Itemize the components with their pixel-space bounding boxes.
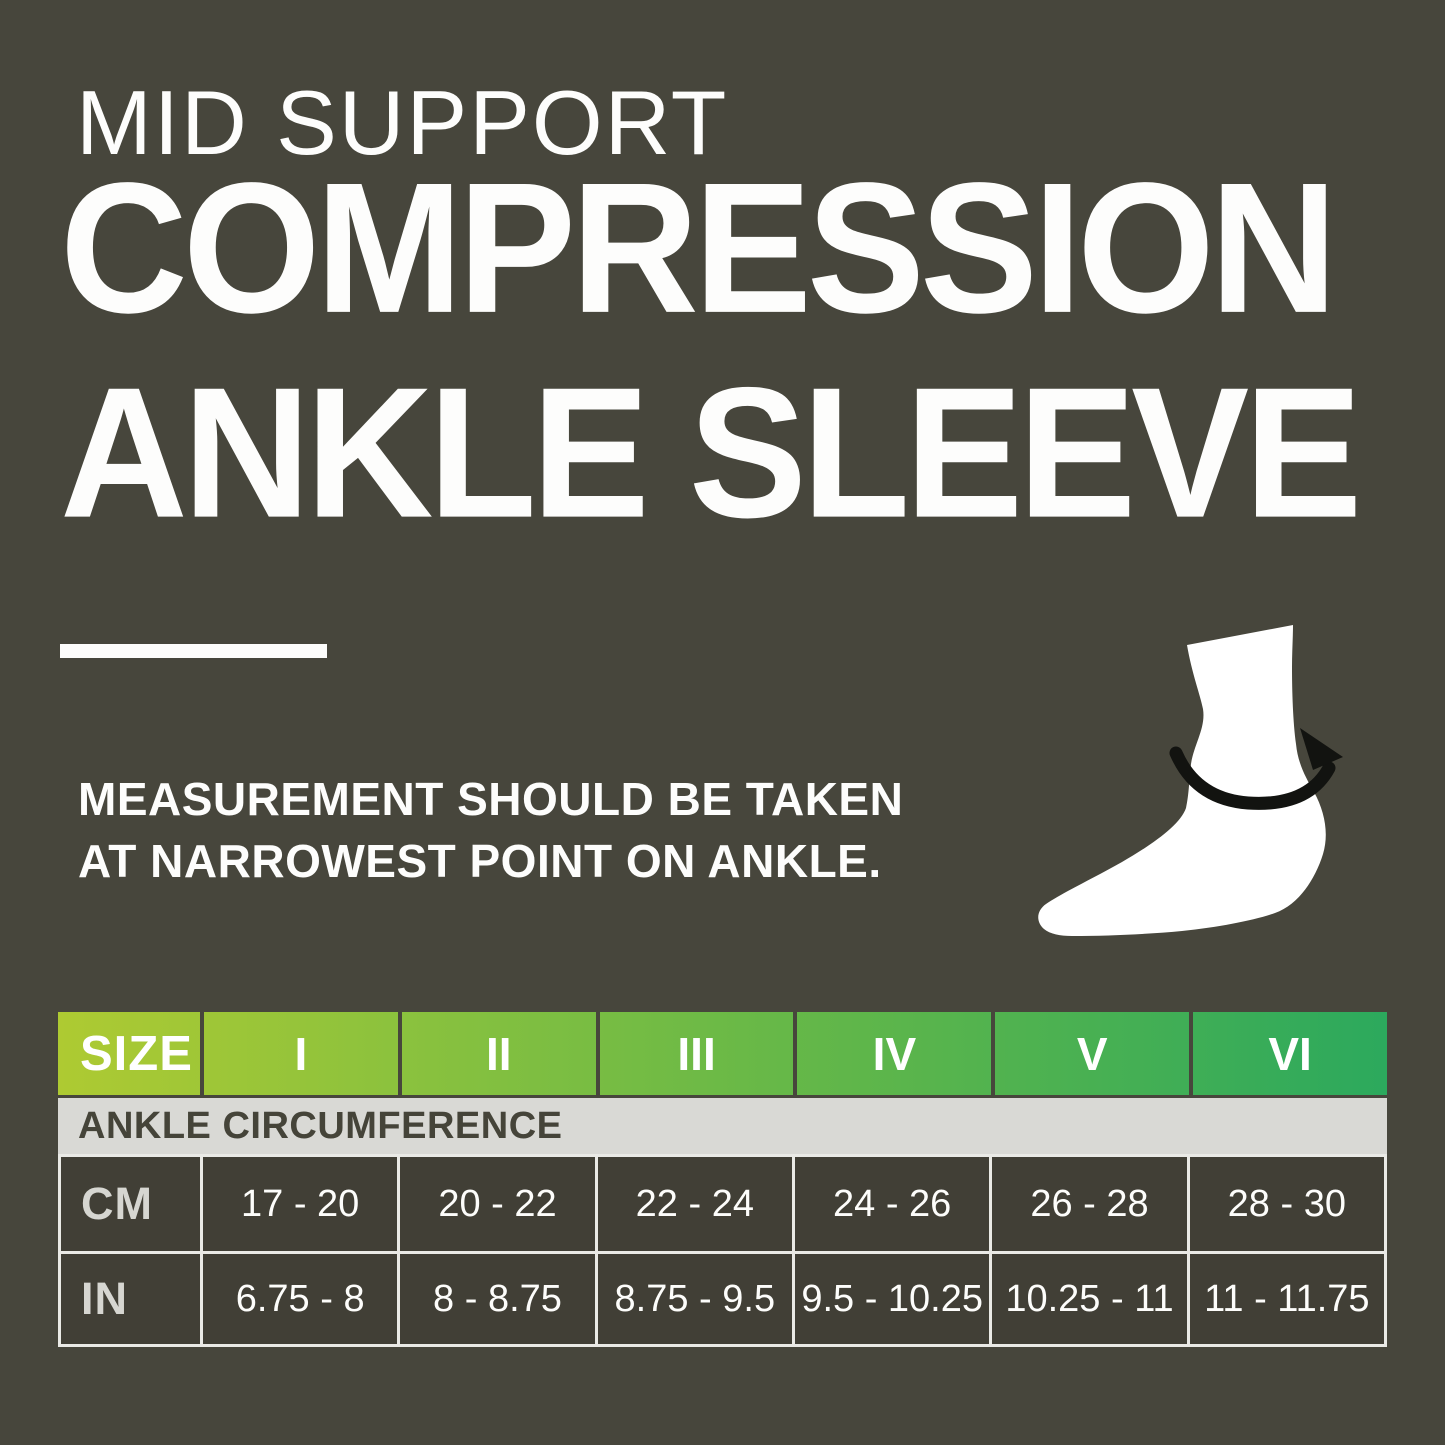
size-col-3: III: [595, 1012, 794, 1095]
title-line-2: ANKLE SLEEVE: [60, 348, 1362, 557]
divider-bar: [60, 644, 327, 658]
page-title: COMPRESSION ANKLE SLEEVE: [60, 143, 1362, 557]
size-col-2: II: [397, 1012, 596, 1095]
subtitle: MID SUPPORT: [76, 73, 729, 174]
size-col-1: I: [200, 1012, 398, 1095]
in-value-5: 10.25 - 11: [992, 1254, 1187, 1344]
measurement-note-line-1: MEASUREMENT SHOULD BE TAKEN: [78, 773, 904, 825]
cm-value-4: 24 - 26: [794, 1157, 990, 1251]
size-chart-values: CM 17 - 20 20 - 22 22 - 24 24 - 26 26 - …: [58, 1154, 1387, 1347]
foot-silhouette: [1038, 625, 1326, 936]
row-label-in: IN: [61, 1254, 200, 1344]
cm-value-6: 28 - 30: [1189, 1157, 1384, 1251]
measure-arrow-arc: [1169, 746, 1336, 810]
row-label-cm: CM: [61, 1157, 200, 1251]
size-col-6: VI: [1189, 1012, 1387, 1095]
size-header-cell: SIZE: [80, 1026, 193, 1081]
in-value-1: 6.75 - 8: [203, 1254, 398, 1344]
cm-value-2: 20 - 22: [400, 1157, 595, 1251]
foot-ankle-measure-icon: [1038, 625, 1343, 936]
cm-value-5: 26 - 28: [992, 1157, 1187, 1251]
cm-value-3: 22 - 24: [597, 1157, 792, 1251]
size-col-5: V: [991, 1012, 1189, 1095]
in-value-6: 11 - 11.75: [1189, 1254, 1384, 1344]
measurement-note-line-2: AT NARROWEST POINT ON ANKLE.: [78, 835, 882, 887]
size-chart-table: SIZE I II III IV V VI ANKLE CIRCUMFERENC…: [58, 1012, 1387, 1347]
cm-value-1: 17 - 20: [203, 1157, 398, 1251]
in-value-2: 8 - 8.75: [400, 1254, 595, 1344]
section-label: ANKLE CIRCUMFERENCE: [58, 1098, 1387, 1154]
title-line-1: COMPRESSION: [60, 143, 1338, 352]
measure-arrow-head: [1300, 728, 1343, 770]
size-col-4: IV: [793, 1012, 991, 1095]
in-value-3: 8.75 - 9.5: [597, 1254, 792, 1344]
in-value-4: 9.5 - 10.25: [794, 1254, 990, 1344]
size-chart-header-row: SIZE I II III IV V VI: [58, 1012, 1387, 1095]
measurement-note: MEASUREMENT SHOULD BE TAKEN AT NARROWEST…: [78, 768, 903, 892]
